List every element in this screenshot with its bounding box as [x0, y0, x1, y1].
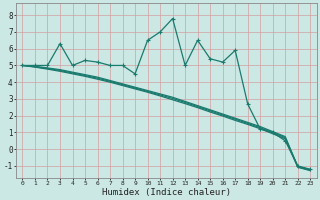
X-axis label: Humidex (Indice chaleur): Humidex (Indice chaleur) [102, 188, 231, 197]
